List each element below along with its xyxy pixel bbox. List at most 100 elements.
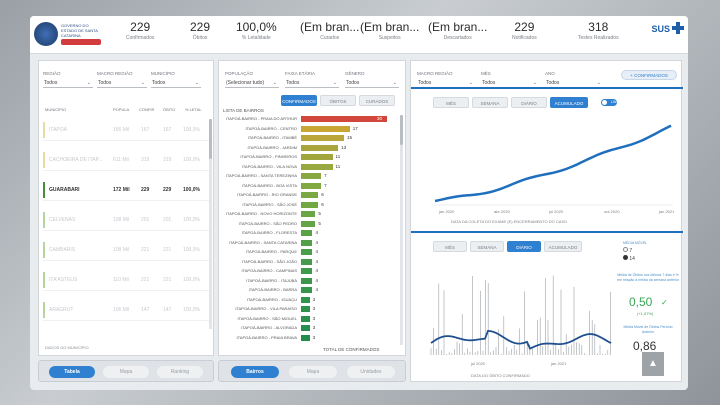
legend-item-14[interactable]: 14 [623, 255, 635, 262]
bar-row[interactable]: ITAPOÁ-BAIRRO - BARRA 4 [219, 286, 399, 295]
table-row[interactable]: CACHOEIRA DE ITAP... 611 Mil 319 319 100,0% [43, 149, 209, 171]
bar-row[interactable]: ITAPOÁ-BAIRRO - SANTA TEREZINHA 7 [219, 172, 399, 181]
bar-row[interactable]: ITAPOÁ-BAIRRO - IGUAÇU 3 [219, 296, 399, 305]
bar-row[interactable]: ITAPOÁ-BAIRRO - PINHEIROS 11 [219, 153, 399, 162]
bottom-tab-mes[interactable]: MÊS [433, 241, 467, 252]
scrollbar-thumb[interactable] [209, 119, 212, 159]
kpi-card: 229 Confirmados [126, 20, 154, 41]
left-view-switcher: Tabela Mapa Ranking [38, 360, 214, 382]
linear-toggle[interactable] [601, 99, 617, 106]
table-row[interactable]: GUARABARI 172 Mil 229 229 100,0% [43, 179, 209, 201]
bar-row[interactable]: ITAPOÁ-BAIRRO - SÃO PEDRO 5 [219, 220, 399, 229]
kpi-label: Testes Realizados [578, 35, 619, 41]
bar-row[interactable]: ITAPOÁ-BAIRRO - PARQUE 4 [219, 248, 399, 257]
bar-row[interactable]: ITAPOÁ-BAIRRO - SÃO JOÃO 4 [219, 258, 399, 267]
filter-dropdown[interactable]: MUNICÍPIO Todos ⌄ [151, 71, 201, 88]
view-mapa-button[interactable]: Mapa [103, 366, 149, 378]
bar-row[interactable]: ITAPOÁ-BAIRRO - CENTRO 17 [219, 125, 399, 134]
bars-scrollbar[interactable] [400, 115, 403, 345]
bar-label: ITAPOÁ-BAIRRO - PRAIA BRAVA [236, 334, 297, 340]
top-tab-mes[interactable]: MÊS [433, 97, 469, 108]
bar-row[interactable]: ITAPOÁ-BAIRRO - VILA NOVA 11 [219, 163, 399, 172]
kpi-value: (Em bran... [300, 20, 360, 34]
bar-label: ITAPOÁ-BAIRRO - SANTA TEREZINHA [225, 173, 297, 178]
bar-row[interactable]: ITAPOÁ-BAIRRO - NOVO HORIZONTE 5 [219, 210, 399, 219]
bar-value: 7 [324, 182, 327, 188]
top-tab-semana[interactable]: SEMANA [472, 97, 508, 108]
filter-dropdown[interactable]: MÊS Todos ⌄ [481, 71, 539, 88]
table-scrollbar[interactable] [209, 119, 212, 329]
bar-value: 5 [318, 220, 321, 226]
table-row[interactable]: ARAGRUT 106 Mil 147 147 100,0% [43, 299, 209, 321]
filter-dropdown[interactable]: GÊNERO Todos ⌄ [345, 71, 399, 88]
cell-confirmados: 201 [141, 217, 150, 223]
tab-obitos[interactable]: ÓBITOS [320, 95, 356, 106]
kpi-header: GOVERNO DO ESTADO DE SANTA CATARINA 229 C… [30, 16, 688, 54]
filter-selected: Todos [482, 80, 496, 86]
tab-curados[interactable]: CURADOS [359, 95, 395, 106]
filter-dropdown[interactable]: ANO Todos ⌄ [545, 71, 603, 88]
check-icon: ✓ [661, 298, 668, 307]
bar-value: 7 [324, 173, 327, 178]
scroll-to-top-button[interactable]: ▲ [642, 352, 664, 376]
add-confirmados-button[interactable]: + CONFIRMADOS [621, 70, 677, 80]
filter-value[interactable]: Todos ⌄ [151, 78, 201, 88]
bar-row[interactable]: ITAPOÁ-BAIRRO - SÃO MIGUEL 3 [219, 315, 399, 324]
bar-row[interactable]: ITAPOÁ-BAIRRO - ITAMBÉ 15 [219, 134, 399, 143]
view-mapa-middle-button[interactable]: Mapa [289, 366, 337, 378]
bottom-tab-acumulado[interactable]: ACUMULADO [544, 241, 582, 252]
bar-row[interactable]: ITAPOÁ-BAIRRO - VILA PARAÍSO 3 [219, 305, 399, 314]
col-obitos[interactable]: ÓBITO [163, 107, 176, 112]
filter-dropdown[interactable]: FAIXA ETÁRIA Todos ⌄ [285, 71, 339, 88]
bar [301, 268, 313, 274]
col-confirmados[interactable]: CONFIR [139, 107, 155, 112]
bar [301, 220, 316, 227]
bottom-tab-diario[interactable]: DIÁRIO [507, 241, 541, 252]
view-tabela-button[interactable]: Tabela [49, 366, 95, 378]
bar-row[interactable]: ITAPOÁ-BAIRRO - FLORESTA 4 [219, 229, 399, 238]
table-row[interactable]: ITAPOÁ 166 Mil 167 167 100,0% [43, 119, 209, 141]
bar-row[interactable]: ITAPOÁ-BAIRRO - CAMPINAS 4 [219, 267, 399, 276]
view-unidades-button[interactable]: Unidades [347, 366, 395, 378]
filter-value[interactable]: Todos ⌄ [43, 78, 93, 88]
bar-row[interactable]: ITAPOÁ-BAIRRO - ITAJUBÁ 4 [219, 277, 399, 286]
filter-value[interactable]: Todos ⌄ [285, 78, 339, 88]
table-row[interactable]: CAMBARIS 108 Mil 221 221 100,0% [43, 239, 209, 261]
kpi-value: (Em bran... [428, 20, 488, 34]
bairros-title: LISTA DE BAIRROS [223, 108, 264, 113]
bar-row[interactable]: ITAPOÁ-BAIRRO - ALVORADA 3 [219, 324, 399, 333]
bar-row[interactable]: ITAPOÁ-BAIRRO - SÃO JOSÉ 6 [219, 201, 399, 210]
table-row[interactable]: CELVENAS 198 Mil 201 201 100,0% [43, 209, 209, 231]
cell-municipio: GUARABARI [49, 187, 80, 193]
filter-dropdown[interactable]: POPULAÇÃO (Selecionar tudo) ⌄ [225, 71, 279, 88]
col-populacao[interactable]: POPULA [113, 107, 130, 112]
bottom-tab-semana[interactable]: SEMANA [470, 241, 504, 252]
bar-row[interactable]: ITAPOÁ-BAIRRO - BOA VISTA 7 [219, 182, 399, 191]
bar [301, 201, 319, 208]
filter-value[interactable]: (Selecionar tudo) ⌄ [225, 78, 279, 88]
bar-row[interactable]: ITAPOÁ-BAIRRO - PRAIA DO ARTHUR 30 [219, 115, 399, 124]
legend-item-7[interactable]: 7 [623, 247, 632, 254]
col-letalidade[interactable]: % LETAL [185, 107, 202, 112]
filter-dropdown[interactable]: MACRO REGIÃO Todos ⌄ [97, 71, 147, 88]
filter-label: MACRO REGIÃO [97, 71, 133, 76]
bar-row[interactable]: ITAPOÁ-BAIRRO - JARDIM 13 [219, 144, 399, 153]
filter-value[interactable]: Todos ⌄ [97, 78, 147, 88]
col-municipio[interactable]: MUNICÍPIO [45, 107, 67, 112]
bar-value: 11 [335, 154, 341, 159]
state-logo: GOVERNO DO ESTADO DE SANTA CATARINA [34, 20, 104, 50]
view-bairros-button[interactable]: Bairros [231, 366, 279, 378]
bar-row[interactable]: ITAPOÁ-BAIRRO - RIO GRANDE 6 [219, 191, 399, 200]
bar-row[interactable]: ITAPOÁ-BAIRRO - SANTA CATARINA 4 [219, 239, 399, 248]
table-row[interactable]: ITA'ASTEUS 110 Mil 221 221 100,0% [43, 269, 209, 291]
view-ranking-button[interactable]: Ranking [157, 366, 203, 378]
top-tab-diario[interactable]: DIÁRIO [511, 97, 547, 108]
tab-confirmados[interactable]: CONFIRMADOS [281, 95, 317, 106]
bar-row[interactable]: ITAPOÁ-BAIRRO - PRAIA BRAVA 3 [219, 334, 399, 343]
bars-scrollbar-thumb[interactable] [400, 115, 403, 145]
filter-dropdown[interactable]: MACRO REGIÃO Todos ⌄ [417, 71, 475, 88]
filter-dropdown[interactable]: REGIÃO Todos ⌄ [43, 71, 93, 88]
filter-value[interactable]: Todos ⌄ [345, 78, 399, 88]
bar-value: 3 [312, 334, 316, 340]
top-tab-acumulado[interactable]: ACUMULADO [550, 97, 588, 108]
